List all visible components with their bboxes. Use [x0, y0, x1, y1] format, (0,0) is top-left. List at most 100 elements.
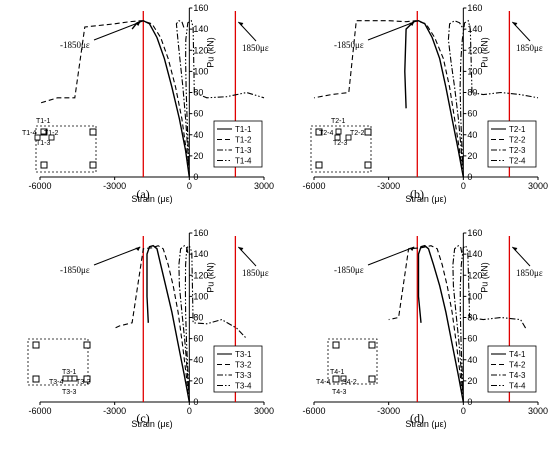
limit-annotation-right: 1850με	[242, 43, 269, 53]
section-outline	[27, 338, 89, 386]
y-tick-label: 120	[467, 270, 482, 280]
x-axis-title: Strain (με)	[405, 419, 446, 429]
section-outline	[310, 125, 372, 173]
y-tick-label: 140	[467, 24, 482, 34]
rebar-square	[332, 341, 340, 349]
legend-label: T2-4	[509, 157, 526, 166]
limit-annotation-left: -1850με	[60, 40, 90, 50]
section-outline	[35, 125, 97, 173]
limit-annotation-left: -1850με	[334, 40, 364, 50]
x-tick-label: 3000	[254, 181, 274, 191]
series-line-t3-2	[114, 245, 190, 403]
rebar-square	[89, 128, 97, 136]
x-tick-label: 0	[461, 406, 466, 416]
y-tick-label: 20	[193, 151, 203, 161]
x-tick-label: -3000	[103, 181, 126, 191]
gauge-label: T3-4	[49, 379, 64, 386]
y-tick-label: 100	[467, 66, 482, 76]
x-tick-label: 3000	[254, 406, 274, 416]
gauge-label: T4-1	[330, 369, 345, 376]
gauge-square	[62, 375, 69, 382]
rebar-square	[364, 161, 372, 169]
y-tick-label: 160	[467, 3, 482, 13]
series-line-t1-3	[175, 20, 190, 178]
gauge-label: S4-2	[342, 379, 357, 386]
legend-label: T3-3	[235, 371, 252, 380]
series-line-t1-4	[185, 19, 265, 178]
x-tick-label: -6000	[302, 406, 325, 416]
y-tick-label: 0	[193, 397, 198, 407]
legend-label: T3-2	[235, 361, 252, 370]
limit-annotation-right: 1850με	[242, 268, 269, 278]
series-line-t3-1	[146, 244, 190, 403]
y-tick-label: 0	[467, 172, 472, 182]
limit-annotation-left: -1850με	[60, 265, 90, 275]
legend-label: T1-3	[235, 146, 252, 155]
limit-annotation-left: -1850με	[334, 265, 364, 275]
y-tick-label: 0	[467, 397, 472, 407]
x-tick-label: 3000	[528, 181, 548, 191]
x-axis-title: Strain (με)	[131, 419, 172, 429]
y-tick-label: 60	[193, 334, 203, 344]
x-axis-title: Strain (με)	[131, 194, 172, 204]
y-axis-title: Pu (kN)	[479, 262, 489, 293]
x-tick-label: 0	[461, 181, 466, 191]
y-tick-label: 20	[467, 151, 477, 161]
legend-label: T3-4	[235, 382, 252, 391]
x-tick-label: -6000	[28, 406, 51, 416]
y-tick-label: 100	[193, 66, 208, 76]
arrow-head	[238, 22, 244, 26]
series-line-t2-1	[404, 19, 464, 178]
gauge-label: T4-3	[332, 389, 347, 396]
y-tick-label: 20	[467, 376, 477, 386]
x-tick-label: 0	[187, 181, 192, 191]
gauge-square	[34, 134, 41, 141]
y-tick-label: 140	[193, 24, 208, 34]
gauge-label: T1-2	[44, 130, 59, 137]
legend-label: T4-1	[509, 350, 526, 359]
gauge-label: T2-3	[333, 140, 348, 147]
rebar-square	[368, 375, 376, 383]
section-outline	[327, 338, 378, 385]
arrow-head	[512, 22, 518, 26]
legend-label: T1-4	[235, 157, 252, 166]
x-tick-label: -6000	[28, 181, 51, 191]
y-tick-label: 40	[193, 130, 203, 140]
y-tick-label: 80	[467, 88, 477, 98]
x-tick-label: -3000	[377, 181, 400, 191]
series-line-t4-3	[452, 244, 464, 403]
x-tick-label: -6000	[302, 181, 325, 191]
annotation-arrow	[93, 21, 141, 41]
legend-box	[213, 120, 263, 168]
y-tick-label: 120	[193, 45, 208, 55]
gauge-square	[334, 134, 341, 141]
legend-label: T4-2	[509, 361, 526, 370]
x-tick-label: -3000	[377, 406, 400, 416]
rebar-square	[40, 161, 48, 169]
gauge-label: T4-4	[316, 379, 331, 386]
gauge-label: T1-4	[22, 130, 37, 137]
y-tick-label: 160	[467, 228, 482, 238]
rebar-square	[89, 161, 97, 169]
y-tick-label: 140	[467, 249, 482, 259]
rebar-square	[315, 128, 323, 136]
gauge-label: T1-1	[36, 118, 51, 125]
x-tick-label: 0	[187, 406, 192, 416]
legend-label: T4-4	[509, 382, 526, 391]
gauge-label: T3-3	[62, 389, 77, 396]
series-line-t3-4	[184, 244, 247, 403]
panel-caption: (b)	[410, 187, 424, 201]
y-axis-title: Pu (kN)	[205, 37, 215, 68]
series-line-t4-1	[417, 244, 464, 403]
y-tick-label: 160	[193, 228, 208, 238]
gauge-label: T3-2	[76, 379, 91, 386]
rebar-square	[368, 341, 376, 349]
gauge-label: T1-3	[36, 140, 51, 147]
gauge-label: T2-1	[331, 118, 346, 125]
legend-label: T4-3	[509, 371, 526, 380]
series-line-t3-3	[178, 244, 190, 403]
rebar-square	[83, 341, 91, 349]
y-tick-label: 40	[467, 130, 477, 140]
legend-label: T2-1	[509, 125, 526, 134]
y-tick-label: 20	[193, 376, 203, 386]
